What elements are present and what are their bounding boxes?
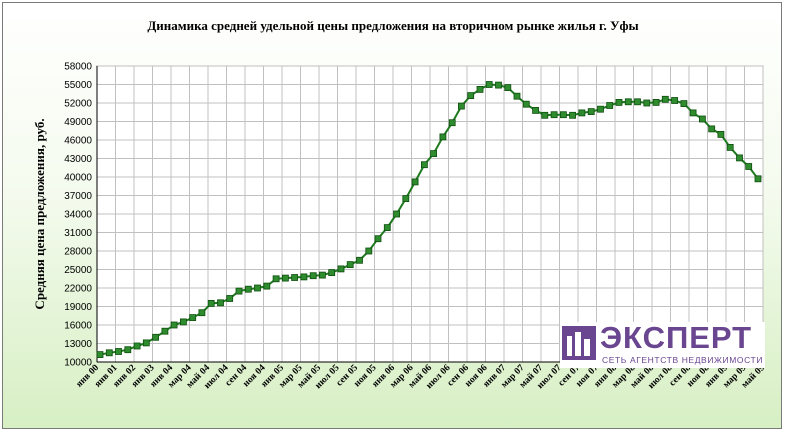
data-point — [587, 108, 595, 115]
data-point — [717, 130, 725, 138]
data-point — [541, 111, 549, 119]
data-point — [560, 111, 567, 119]
y-tick-label: 37000 — [64, 191, 92, 202]
data-point — [226, 295, 234, 302]
y-tick-label: 52000 — [64, 99, 92, 110]
y-tick-label: 25000 — [64, 265, 92, 276]
data-point — [96, 351, 104, 359]
data-point — [726, 143, 734, 151]
data-point — [624, 98, 632, 106]
y-tick-label: 10000 — [64, 358, 92, 369]
data-point — [652, 99, 660, 106]
data-point — [374, 235, 382, 243]
data-point — [699, 115, 706, 123]
data-point — [476, 86, 484, 93]
data-point — [457, 102, 465, 110]
y-tick-label: 43000 — [64, 154, 92, 165]
data-point — [189, 314, 197, 322]
y-tick-label: 22000 — [64, 284, 92, 295]
data-point — [643, 99, 651, 107]
data-point — [291, 274, 299, 281]
data-point — [170, 321, 178, 329]
data-point — [365, 247, 373, 255]
data-point — [337, 265, 345, 273]
y-tick-label: 34000 — [64, 210, 92, 221]
data-point — [680, 100, 688, 107]
logo-word: ЭКСПЕРТ — [600, 320, 753, 355]
data-point — [532, 107, 539, 114]
data-point — [254, 284, 261, 292]
data-point — [634, 98, 641, 106]
data-point — [133, 342, 141, 350]
data-point — [495, 81, 502, 89]
data-point — [309, 272, 317, 280]
data-point — [244, 285, 252, 293]
y-axis-title: Средняя цена предложения, руб. — [32, 118, 47, 309]
data-point — [513, 92, 521, 100]
data-point — [235, 287, 243, 295]
data-point — [597, 105, 604, 113]
data-point — [272, 275, 280, 283]
data-point — [467, 92, 475, 99]
y-tick-label: 31000 — [64, 228, 92, 239]
data-point — [615, 99, 623, 106]
data-point — [207, 299, 215, 307]
y-tick-label: 40000 — [64, 173, 92, 184]
data-point — [402, 195, 410, 203]
data-point — [754, 175, 762, 183]
y-tick-label: 58000 — [64, 62, 92, 73]
data-point — [281, 274, 289, 282]
data-point — [550, 111, 558, 119]
logo-subtitle: СЕТЬ АГЕНТСТВ НЕДВИЖИМОСТИ — [602, 355, 764, 365]
data-point — [346, 261, 354, 269]
y-tick-label: 49000 — [64, 117, 92, 128]
data-point — [393, 210, 401, 218]
data-point — [671, 97, 678, 104]
data-point — [383, 224, 391, 232]
data-point — [430, 150, 438, 158]
data-point — [448, 119, 456, 127]
y-tick-label: 19000 — [64, 302, 92, 313]
logo-building-icon — [562, 326, 596, 360]
data-point — [606, 102, 614, 109]
y-tick-label: 55000 — [64, 80, 92, 91]
data-point — [411, 178, 419, 186]
data-point — [689, 109, 697, 117]
data-point — [485, 81, 493, 88]
data-point — [439, 133, 447, 141]
data-point — [179, 318, 187, 326]
chart-title: Динамика средней удельной цены предложен… — [147, 18, 639, 33]
data-point — [161, 327, 169, 335]
data-point — [504, 84, 512, 91]
y-tick-label: 28000 — [64, 247, 92, 258]
data-point — [115, 348, 122, 355]
data-point — [318, 271, 326, 279]
data-point — [736, 154, 743, 162]
data-point — [708, 125, 716, 133]
data-point — [263, 282, 271, 290]
data-point — [420, 161, 428, 169]
brand-logo: ЭКСПЕРТ СЕТЬ АГЕНТСТВ НЕДВИЖИМОСТИ — [560, 320, 765, 368]
data-point — [356, 256, 363, 264]
data-point — [578, 109, 586, 117]
data-point — [198, 309, 206, 317]
data-point — [300, 273, 308, 281]
data-point — [522, 100, 530, 108]
y-tick-label: 46000 — [64, 136, 92, 147]
y-tick-label: 16000 — [64, 321, 92, 332]
data-point — [105, 349, 113, 357]
data-point — [745, 163, 753, 170]
y-tick-label: 13000 — [64, 339, 92, 350]
data-point — [142, 339, 150, 347]
data-point — [661, 95, 669, 103]
data-point — [569, 111, 576, 119]
data-point — [152, 333, 160, 341]
data-point — [328, 269, 336, 277]
data-point — [217, 299, 224, 307]
data-point — [124, 346, 132, 354]
